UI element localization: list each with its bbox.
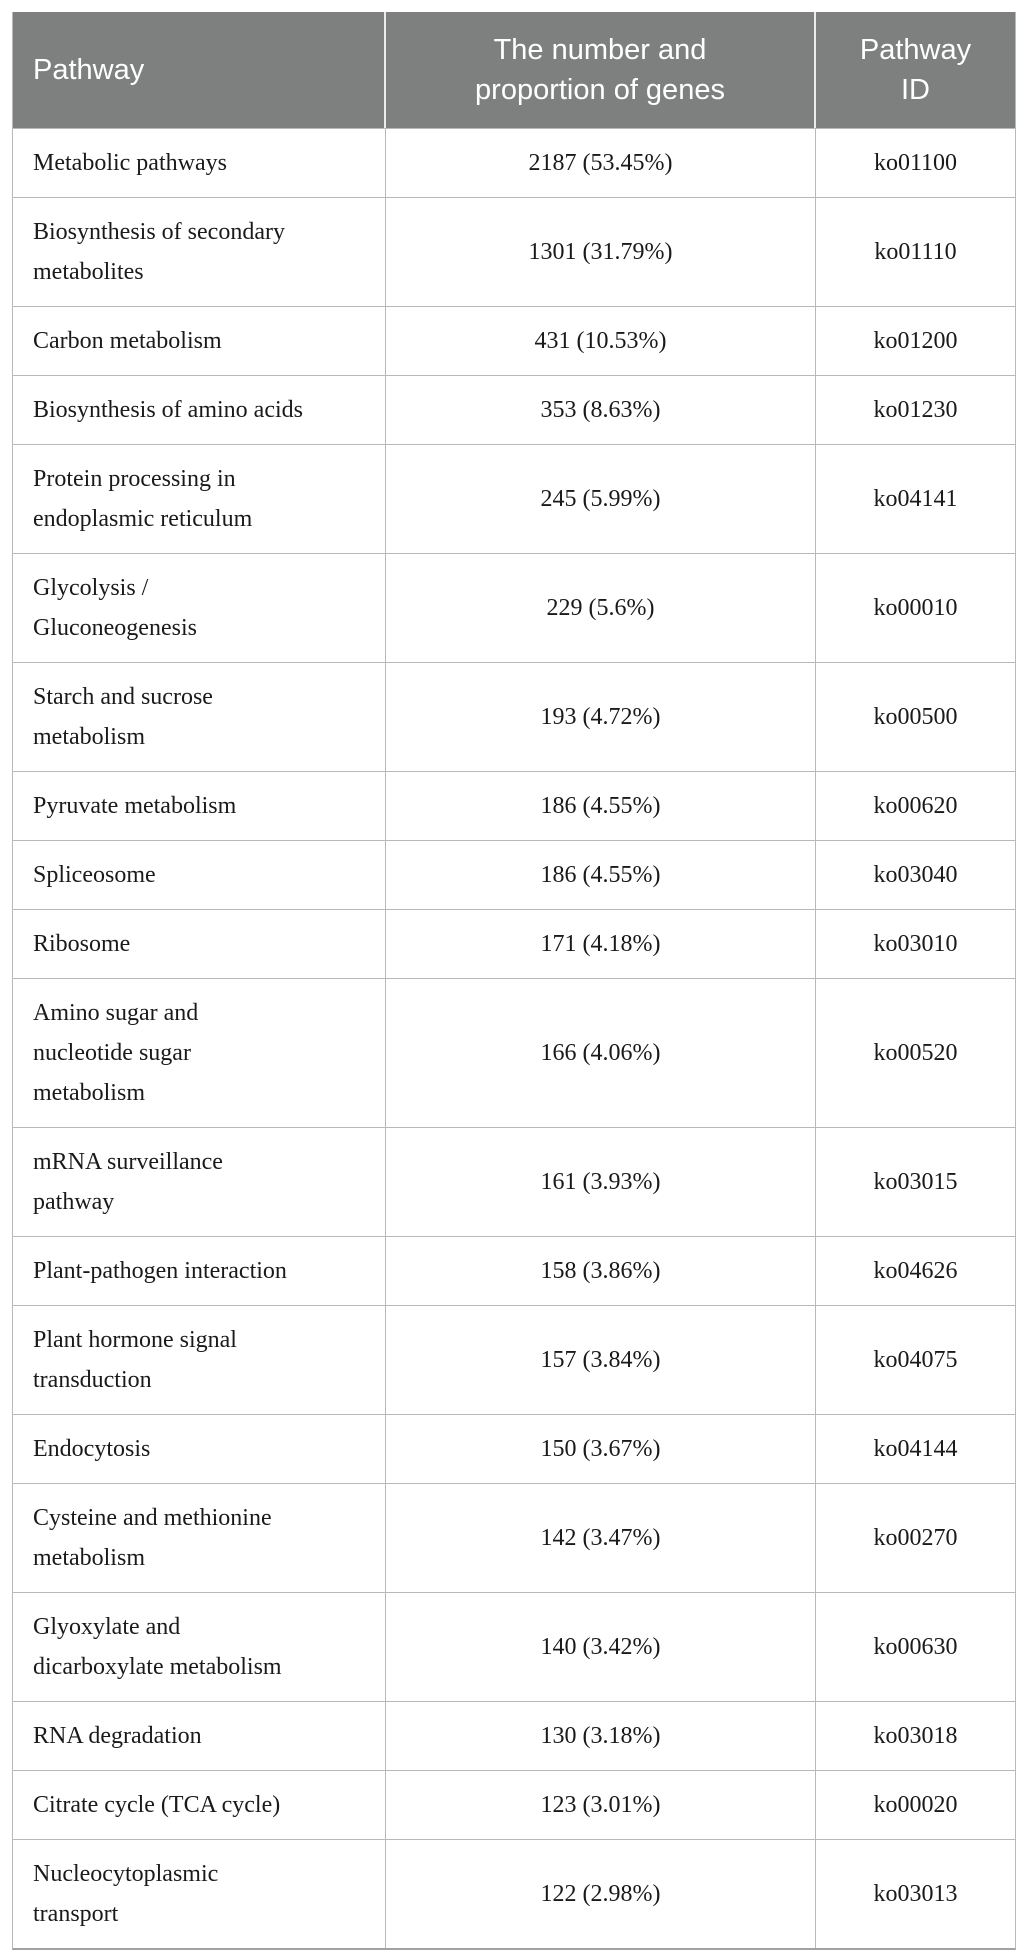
gene-count-cell: 186 (4.55%) — [386, 771, 816, 840]
header-row: Pathway The number and proportion of gen… — [13, 12, 1015, 128]
gene-count-cell: 142 (3.47%) — [386, 1483, 816, 1592]
header-gene-count: The number and proportion of genes — [386, 12, 816, 128]
gene-count-cell: 353 (8.63%) — [386, 375, 816, 444]
pathway-id-cell: ko04144 — [816, 1414, 1015, 1483]
table-row: Glyoxylate and dicarboxylate metabolism … — [13, 1592, 1015, 1701]
gene-count-cell: 193 (4.72%) — [386, 662, 816, 771]
gene-count-cell: 1301 (31.79%) — [386, 197, 816, 306]
gene-count-cell: 431 (10.53%) — [386, 306, 816, 375]
table-row: Glycolysis / Gluconeogenesis 229 (5.6%) … — [13, 553, 1015, 662]
gene-count-cell: 158 (3.86%) — [386, 1236, 816, 1305]
table-row: Cysteine and methionine metabolism 142 (… — [13, 1483, 1015, 1592]
table-row: Biosynthesis of amino acids 353 (8.63%) … — [13, 375, 1015, 444]
pathway-name-cell: Ribosome — [13, 909, 386, 978]
table-header: Pathway The number and proportion of gen… — [13, 12, 1015, 128]
gene-count-cell: 245 (5.99%) — [386, 444, 816, 553]
table-row: RNA degradation 130 (3.18%) ko03018 — [13, 1701, 1015, 1770]
pathway-name-cell: Nucleocytoplasmic transport — [13, 1839, 386, 1948]
gene-count-cell: 171 (4.18%) — [386, 909, 816, 978]
pathway-name-cell: Plant-pathogen interaction — [13, 1236, 386, 1305]
gene-count-cell: 123 (3.01%) — [386, 1770, 816, 1839]
table-row: Plant hormone signal transduction 157 (3… — [13, 1305, 1015, 1414]
pathway-id-cell: ko01100 — [816, 128, 1015, 197]
pathway-id-cell: ko01200 — [816, 306, 1015, 375]
gene-count-cell: 166 (4.06%) — [386, 978, 816, 1127]
table-row: Starch and sucrose metabolism 193 (4.72%… — [13, 662, 1015, 771]
gene-count-cell: 161 (3.93%) — [386, 1127, 816, 1236]
table-row: Biosynthesis of secondary metabolites 13… — [13, 197, 1015, 306]
gene-count-cell: 130 (3.18%) — [386, 1701, 816, 1770]
table-row: Pyruvate metabolism 186 (4.55%) ko00620 — [13, 771, 1015, 840]
gene-count-cell: 150 (3.67%) — [386, 1414, 816, 1483]
pathway-name-cell: Amino sugar and nucleotide sugar metabol… — [13, 978, 386, 1127]
pathway-name-cell: Cysteine and methionine metabolism — [13, 1483, 386, 1592]
pathway-id-cell: ko03018 — [816, 1701, 1015, 1770]
pathway-id-cell: ko04626 — [816, 1236, 1015, 1305]
header-pathway: Pathway — [13, 12, 386, 128]
pathway-name-cell: Biosynthesis of secondary metabolites — [13, 197, 386, 306]
pathway-id-cell: ko03013 — [816, 1839, 1015, 1948]
table-row: Carbon metabolism 431 (10.53%) ko01200 — [13, 306, 1015, 375]
pathway-name-cell: Protein processing in endoplasmic reticu… — [13, 444, 386, 553]
pathway-name-cell: Spliceosome — [13, 840, 386, 909]
pathway-name-cell: Glycolysis / Gluconeogenesis — [13, 553, 386, 662]
gene-count-cell: 2187 (53.45%) — [386, 128, 816, 197]
pathway-id-cell: ko01230 — [816, 375, 1015, 444]
table-row: Nucleocytoplasmic transport 122 (2.98%) … — [13, 1839, 1015, 1948]
table-body: Metabolic pathways 2187 (53.45%) ko01100… — [13, 128, 1015, 1948]
pathway-id-cell: ko00520 — [816, 978, 1015, 1127]
pathway-table: Pathway The number and proportion of gen… — [12, 12, 1016, 1950]
table-row: mRNA surveillance pathway 161 (3.93%) ko… — [13, 1127, 1015, 1236]
pathway-id-cell: ko03040 — [816, 840, 1015, 909]
pathway-name-cell: RNA degradation — [13, 1701, 386, 1770]
pathway-name-cell: Carbon metabolism — [13, 306, 386, 375]
table-row: Citrate cycle (TCA cycle) 123 (3.01%) ko… — [13, 1770, 1015, 1839]
pathway-name-cell: mRNA surveillance pathway — [13, 1127, 386, 1236]
pathway-id-cell: ko00270 — [816, 1483, 1015, 1592]
table-row: Plant-pathogen interaction 158 (3.86%) k… — [13, 1236, 1015, 1305]
table-row: Protein processing in endoplasmic reticu… — [13, 444, 1015, 553]
pathway-id-cell: ko00500 — [816, 662, 1015, 771]
pathway-name-cell: Citrate cycle (TCA cycle) — [13, 1770, 386, 1839]
pathway-id-cell: ko00630 — [816, 1592, 1015, 1701]
kegg-pathway-table: Pathway The number and proportion of gen… — [12, 12, 1016, 1950]
header-pathway-id: Pathway ID — [816, 12, 1015, 128]
gene-count-cell: 229 (5.6%) — [386, 553, 816, 662]
table-row: Endocytosis 150 (3.67%) ko04144 — [13, 1414, 1015, 1483]
pathway-name-cell: Metabolic pathways — [13, 128, 386, 197]
pathway-id-cell: ko03015 — [816, 1127, 1015, 1236]
table-row: Amino sugar and nucleotide sugar metabol… — [13, 978, 1015, 1127]
gene-count-cell: 140 (3.42%) — [386, 1592, 816, 1701]
table-row: Metabolic pathways 2187 (53.45%) ko01100 — [13, 128, 1015, 197]
pathway-name-cell: Glyoxylate and dicarboxylate metabolism — [13, 1592, 386, 1701]
gene-count-cell: 186 (4.55%) — [386, 840, 816, 909]
pathway-name-cell: Biosynthesis of amino acids — [13, 375, 386, 444]
table-row: Ribosome 171 (4.18%) ko03010 — [13, 909, 1015, 978]
pathway-id-cell: ko00620 — [816, 771, 1015, 840]
pathway-id-cell: ko01110 — [816, 197, 1015, 306]
gene-count-cell: 157 (3.84%) — [386, 1305, 816, 1414]
pathway-id-cell: ko00020 — [816, 1770, 1015, 1839]
pathway-name-cell: Starch and sucrose metabolism — [13, 662, 386, 771]
pathway-name-cell: Pyruvate metabolism — [13, 771, 386, 840]
table-row: Spliceosome 186 (4.55%) ko03040 — [13, 840, 1015, 909]
pathway-name-cell: Endocytosis — [13, 1414, 386, 1483]
pathway-name-cell: Plant hormone signal transduction — [13, 1305, 386, 1414]
pathway-id-cell: ko04141 — [816, 444, 1015, 553]
pathway-id-cell: ko00010 — [816, 553, 1015, 662]
gene-count-cell: 122 (2.98%) — [386, 1839, 816, 1948]
pathway-id-cell: ko03010 — [816, 909, 1015, 978]
pathway-id-cell: ko04075 — [816, 1305, 1015, 1414]
